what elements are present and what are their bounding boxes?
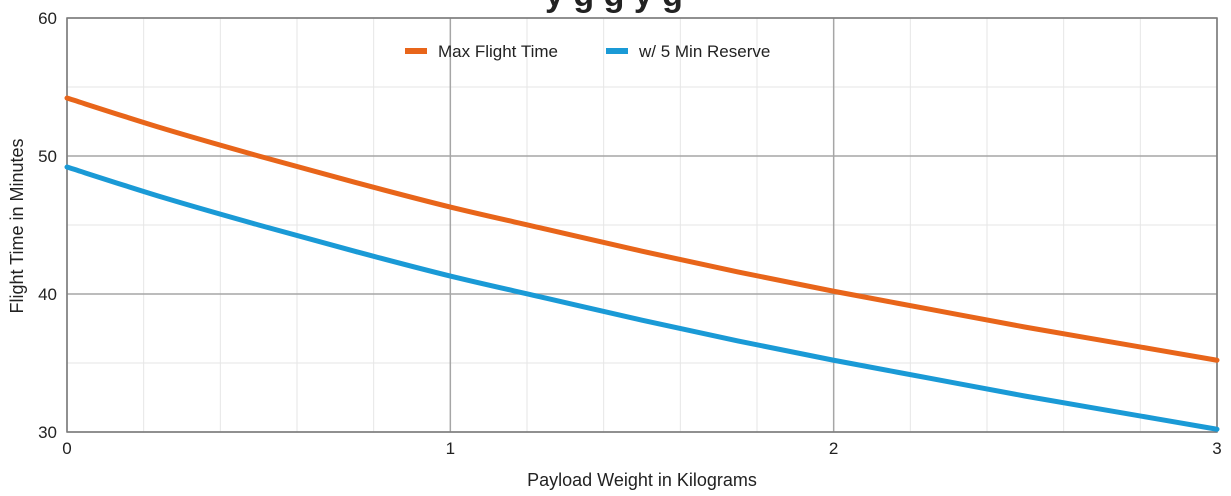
clipped-title-fragment: y g g y g — [545, 0, 683, 14]
grid — [66, 17, 1218, 433]
legend-label-2: w/ 5 Min Reserve — [638, 42, 770, 61]
y-tick-label: 40 — [38, 285, 57, 304]
legend: Max Flight Time w/ 5 Min Reserve — [405, 42, 770, 61]
legend-label-1: Max Flight Time — [438, 42, 558, 61]
series-lines — [64, 95, 1220, 432]
plot-frame — [66, 17, 1218, 433]
x-tick-label: 0 — [62, 439, 71, 458]
x-axis-title: Payload Weight in Kilograms — [527, 470, 757, 490]
y-axis-title: Flight Time in Minutes — [7, 138, 27, 313]
x-tick-label: 2 — [829, 439, 838, 458]
tick-labels: 0 1 2 3 30 40 50 60 — [38, 9, 1222, 458]
series-line-2 — [64, 164, 1220, 432]
y-tick-label: 50 — [38, 147, 57, 166]
series-line-1 — [64, 95, 1220, 363]
x-tick-label: 1 — [446, 439, 455, 458]
y-tick-label: 30 — [38, 423, 57, 442]
y-tick-label: 60 — [38, 9, 57, 28]
x-tick-label: 3 — [1212, 439, 1221, 458]
